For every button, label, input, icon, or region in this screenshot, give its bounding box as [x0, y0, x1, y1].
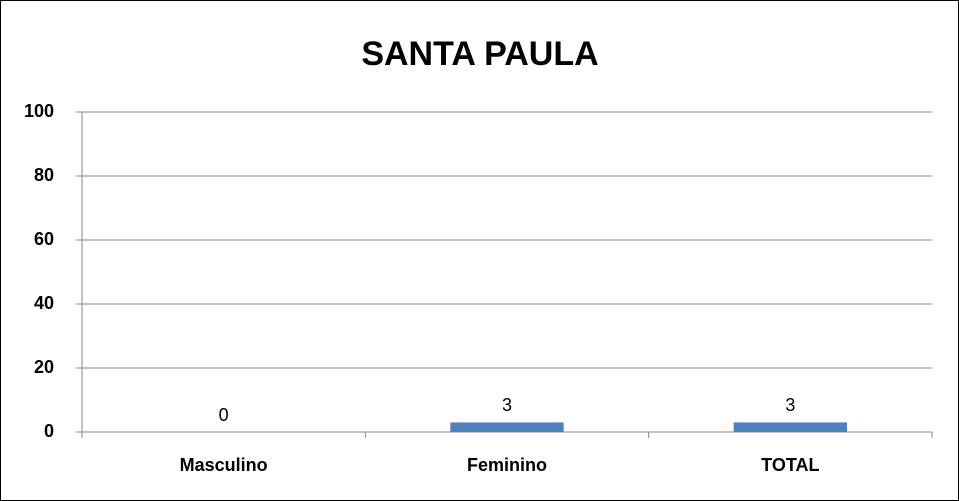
y-tick-label: 40 [34, 293, 54, 313]
x-tick-label: Masculino [180, 455, 268, 475]
data-label: 0 [219, 405, 229, 425]
data-label: 3 [785, 395, 795, 415]
y-tick-label: 0 [44, 421, 54, 441]
y-tick-label: 60 [34, 229, 54, 249]
x-tick-label: Feminino [467, 455, 547, 475]
bar [450, 422, 564, 432]
chart-title: SANTA PAULA [361, 35, 598, 73]
y-tick-label: 100 [24, 101, 54, 121]
x-tick-label: TOTAL [761, 455, 819, 475]
bar [733, 422, 847, 432]
data-label: 3 [502, 395, 512, 415]
y-tick-label: 20 [34, 357, 54, 377]
y-tick-label: 80 [34, 165, 54, 185]
